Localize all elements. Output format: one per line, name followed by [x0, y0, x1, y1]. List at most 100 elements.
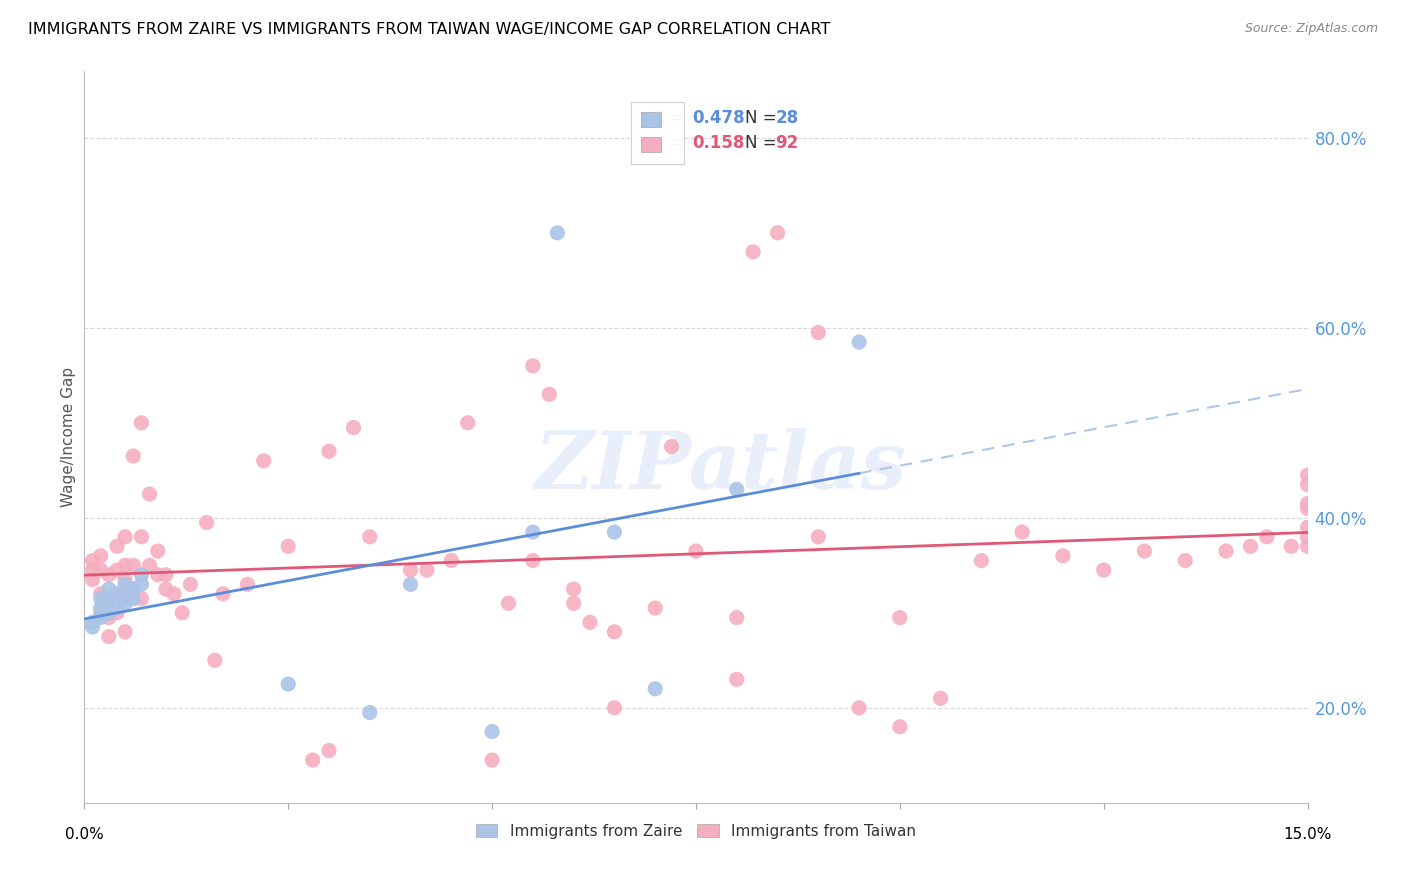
Point	[131, 591, 153, 606]
Point	[318, 444, 340, 458]
Point	[277, 539, 299, 553]
Point	[90, 563, 112, 577]
Point	[105, 563, 128, 577]
Point	[90, 601, 112, 615]
Point	[1296, 477, 1319, 491]
Point	[481, 753, 503, 767]
Text: R =: R =	[654, 110, 689, 128]
Point	[970, 553, 993, 567]
Point	[277, 677, 299, 691]
Point	[138, 487, 160, 501]
Point	[82, 553, 104, 567]
Point	[82, 620, 104, 634]
Point	[253, 454, 276, 468]
Point	[359, 530, 381, 544]
Point	[155, 567, 177, 582]
Point	[889, 720, 911, 734]
Point	[457, 416, 479, 430]
Point	[122, 591, 145, 606]
Point	[807, 530, 830, 544]
Point	[105, 539, 128, 553]
Point	[1215, 544, 1237, 558]
Point	[114, 596, 136, 610]
Point	[1133, 544, 1156, 558]
Point	[105, 587, 128, 601]
Text: 92: 92	[776, 134, 799, 152]
Point	[90, 587, 112, 601]
Text: 0.0%: 0.0%	[65, 827, 104, 841]
Point	[97, 567, 120, 582]
Point	[889, 610, 911, 624]
Point	[522, 553, 544, 567]
Point	[114, 587, 136, 601]
Point	[848, 335, 870, 350]
Point	[1256, 530, 1278, 544]
Point	[538, 387, 561, 401]
Point	[1052, 549, 1074, 563]
Point	[82, 573, 104, 587]
Point	[1011, 524, 1033, 539]
Point	[97, 601, 120, 615]
Text: Source: ZipAtlas.com: Source: ZipAtlas.com	[1244, 22, 1378, 36]
Point	[114, 573, 136, 587]
Point	[318, 743, 340, 757]
Point	[122, 582, 145, 596]
Point	[97, 606, 120, 620]
Point	[131, 577, 153, 591]
Point	[114, 558, 136, 573]
Point	[97, 630, 120, 644]
Point	[301, 753, 323, 767]
Point	[114, 591, 136, 606]
Point	[1239, 539, 1261, 553]
Point	[546, 226, 568, 240]
Text: 15.0%: 15.0%	[1284, 827, 1331, 841]
Point	[146, 567, 169, 582]
Point	[122, 591, 145, 606]
Point	[195, 516, 218, 530]
Point	[359, 706, 381, 720]
Point	[97, 591, 120, 606]
Point	[1296, 497, 1319, 511]
Point	[204, 653, 226, 667]
Text: R =: R =	[654, 134, 689, 152]
Point	[562, 582, 585, 596]
Point	[766, 226, 789, 240]
Point	[131, 567, 153, 582]
Point	[131, 530, 153, 544]
Point	[1174, 553, 1197, 567]
Point	[579, 615, 602, 630]
Point	[90, 591, 112, 606]
Point	[929, 691, 952, 706]
Point	[416, 563, 439, 577]
Point	[90, 549, 112, 563]
Point	[90, 610, 112, 624]
Point	[97, 582, 120, 596]
Y-axis label: Wage/Income Gap: Wage/Income Gap	[60, 367, 76, 508]
Text: IMMIGRANTS FROM ZAIRE VS IMMIGRANTS FROM TAIWAN WAGE/INCOME GAP CORRELATION CHAR: IMMIGRANTS FROM ZAIRE VS IMMIGRANTS FROM…	[28, 22, 831, 37]
Text: N =: N =	[745, 110, 782, 128]
Point	[146, 544, 169, 558]
Point	[1279, 539, 1302, 553]
Point	[155, 582, 177, 596]
Point	[105, 601, 128, 615]
Point	[742, 244, 765, 259]
Point	[1296, 539, 1319, 553]
Point	[1092, 563, 1115, 577]
Point	[82, 615, 104, 630]
Point	[212, 587, 235, 601]
Text: N =: N =	[745, 134, 782, 152]
Point	[1296, 530, 1319, 544]
Point	[97, 601, 120, 615]
Point	[522, 524, 544, 539]
Point	[114, 577, 136, 591]
Point	[236, 577, 259, 591]
Point	[725, 483, 748, 497]
Point	[562, 596, 585, 610]
Point	[685, 544, 707, 558]
Point	[644, 601, 666, 615]
Point	[603, 624, 626, 639]
Point	[131, 416, 153, 430]
Text: 28: 28	[776, 110, 799, 128]
Point	[725, 610, 748, 624]
Point	[1296, 501, 1319, 516]
